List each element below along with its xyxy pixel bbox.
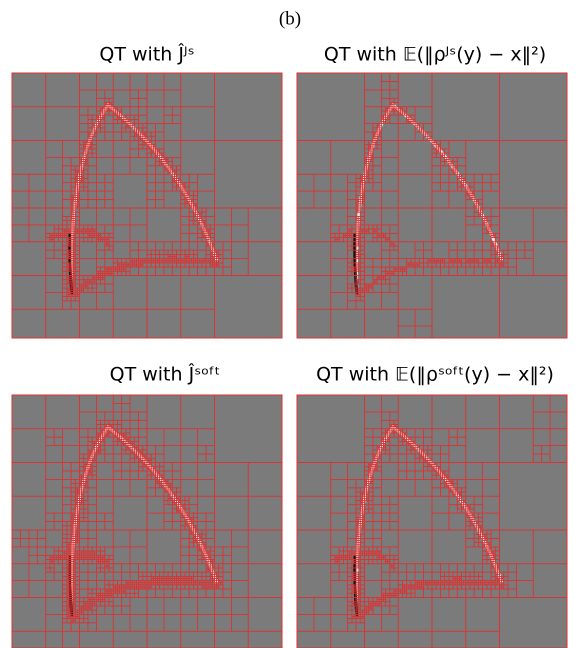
panel bbox=[297, 73, 567, 343]
figure: (b) QT with Ĵᴶˢ QT with 𝔼(‖ρᴶˢ(y) − x‖²) Q… bbox=[0, 0, 579, 648]
panel-content bbox=[297, 73, 567, 343]
panel-title: QT with 𝔼(‖ρˢᵒᶠᵗ(y) − x‖²) bbox=[316, 364, 554, 386]
panel-title: QT with Ĵˢᵒᶠᵗ bbox=[110, 363, 221, 386]
page: {"figure": {"label": "(b)", "panels": [ … bbox=[0, 0, 579, 648]
panel bbox=[12, 395, 282, 648]
panel bbox=[12, 73, 282, 343]
panel bbox=[297, 395, 567, 648]
panel-content bbox=[12, 73, 282, 343]
panel-title: QT with 𝔼(‖ρᴶˢ(y) − x‖²) bbox=[324, 44, 546, 66]
figure-label: (b) bbox=[279, 8, 301, 29]
panel-content bbox=[12, 395, 282, 648]
panel-title: QT with Ĵᴶˢ bbox=[99, 43, 194, 66]
panel-content bbox=[297, 395, 567, 648]
